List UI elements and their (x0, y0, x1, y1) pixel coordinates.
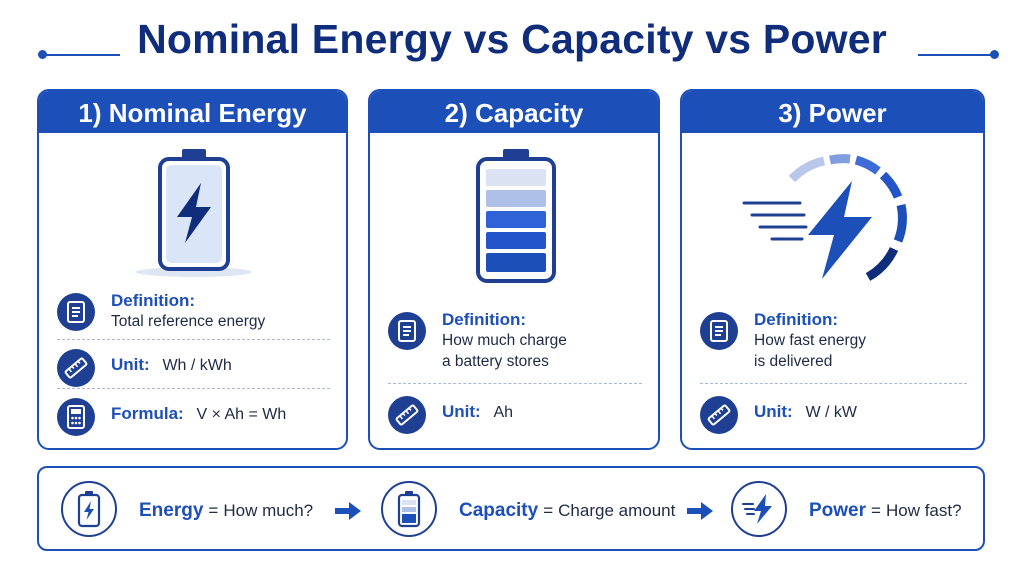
title-dot-left (38, 50, 47, 59)
ruler-icon (57, 349, 95, 387)
definition-row: Definition: Total reference energy (57, 287, 330, 341)
speed-bolt-icon (682, 151, 983, 291)
unit-value: W / kW (805, 404, 857, 421)
arrow-right-icon (335, 502, 361, 520)
summary-eq: = (543, 501, 554, 520)
ruler-icon (388, 396, 426, 434)
summary-power: Power = How fast? (809, 500, 962, 522)
formula-row: Formula: V × Ah = Wh (57, 392, 330, 446)
definition-row: Definition: How much charge a battery st… (388, 306, 642, 370)
definition-text: How much charge (442, 332, 567, 349)
arrow-right-icon (687, 502, 713, 520)
document-icon (57, 293, 95, 331)
battery-bolt-icon (61, 481, 117, 537)
unit-label: Unit: (754, 402, 793, 421)
unit-value: Wh / kWh (162, 357, 232, 374)
battery-level-icon (381, 481, 437, 537)
unit-row: Unit: Ah (388, 390, 642, 444)
summary-desc: How much? (223, 501, 314, 520)
speed-bolt-icon (731, 481, 787, 537)
battery-bolt-icon (39, 147, 346, 277)
card-header: 3) Power (682, 91, 983, 133)
formula-label: Formula: (111, 404, 184, 423)
page-title: Nominal Energy vs Capacity vs Power (137, 16, 887, 62)
card-nominal-energy: 1) Nominal Energy Definition: Total refe… (37, 89, 348, 450)
definition-text: a battery stores (442, 353, 549, 370)
title-divider-right (918, 54, 994, 56)
summary-eq: = (871, 501, 881, 520)
formula-value: V × Ah = Wh (196, 406, 287, 423)
title-divider-left (42, 54, 120, 56)
summary-eq: = (208, 501, 219, 520)
card-capacity: 2) Capacity Definition: How much charge … (368, 89, 660, 450)
title-dot-right (990, 50, 999, 59)
definition-text: Total reference energy (111, 313, 266, 330)
summary-desc: How fast? (885, 501, 962, 520)
divider (388, 383, 642, 384)
title-row: Nominal Energy vs Capacity vs Power (0, 12, 1024, 72)
document-icon (388, 312, 426, 350)
divider (700, 383, 967, 384)
unit-label: Unit: (442, 402, 481, 421)
unit-row: Unit: Wh / kWh (57, 343, 330, 397)
card-power: 3) Power Definition: How fast energy is … (680, 89, 985, 450)
definition-row: Definition: How fast energy is delivered (700, 306, 967, 370)
definition-text: is delivered (754, 353, 833, 370)
definition-label: Definition: (442, 310, 527, 329)
summary-key: Power (809, 500, 867, 521)
definition-text: How fast energy (754, 332, 866, 349)
battery-level-icon (370, 147, 658, 287)
unit-label: Unit: (111, 355, 150, 374)
divider (57, 388, 330, 389)
definition-label: Definition: (754, 310, 839, 329)
summary-key: Energy (139, 500, 204, 521)
card-header: 2) Capacity (370, 91, 658, 133)
unit-row: Unit: W / kW (700, 390, 967, 444)
summary-key: Capacity (459, 500, 539, 521)
definition-label: Definition: (111, 291, 196, 310)
divider (57, 339, 330, 340)
document-icon (700, 312, 738, 350)
card-header: 1) Nominal Energy (39, 91, 346, 133)
summary-strip: Energy = How much? Capacity = Charge amount … (37, 466, 985, 551)
unit-value: Ah (493, 404, 514, 421)
ruler-icon (700, 396, 738, 434)
summary-energy: Energy = How much? (139, 500, 313, 522)
calculator-icon (57, 398, 95, 436)
summary-capacity: Capacity = Charge amount (459, 500, 675, 522)
summary-desc: Charge amount (558, 501, 676, 520)
